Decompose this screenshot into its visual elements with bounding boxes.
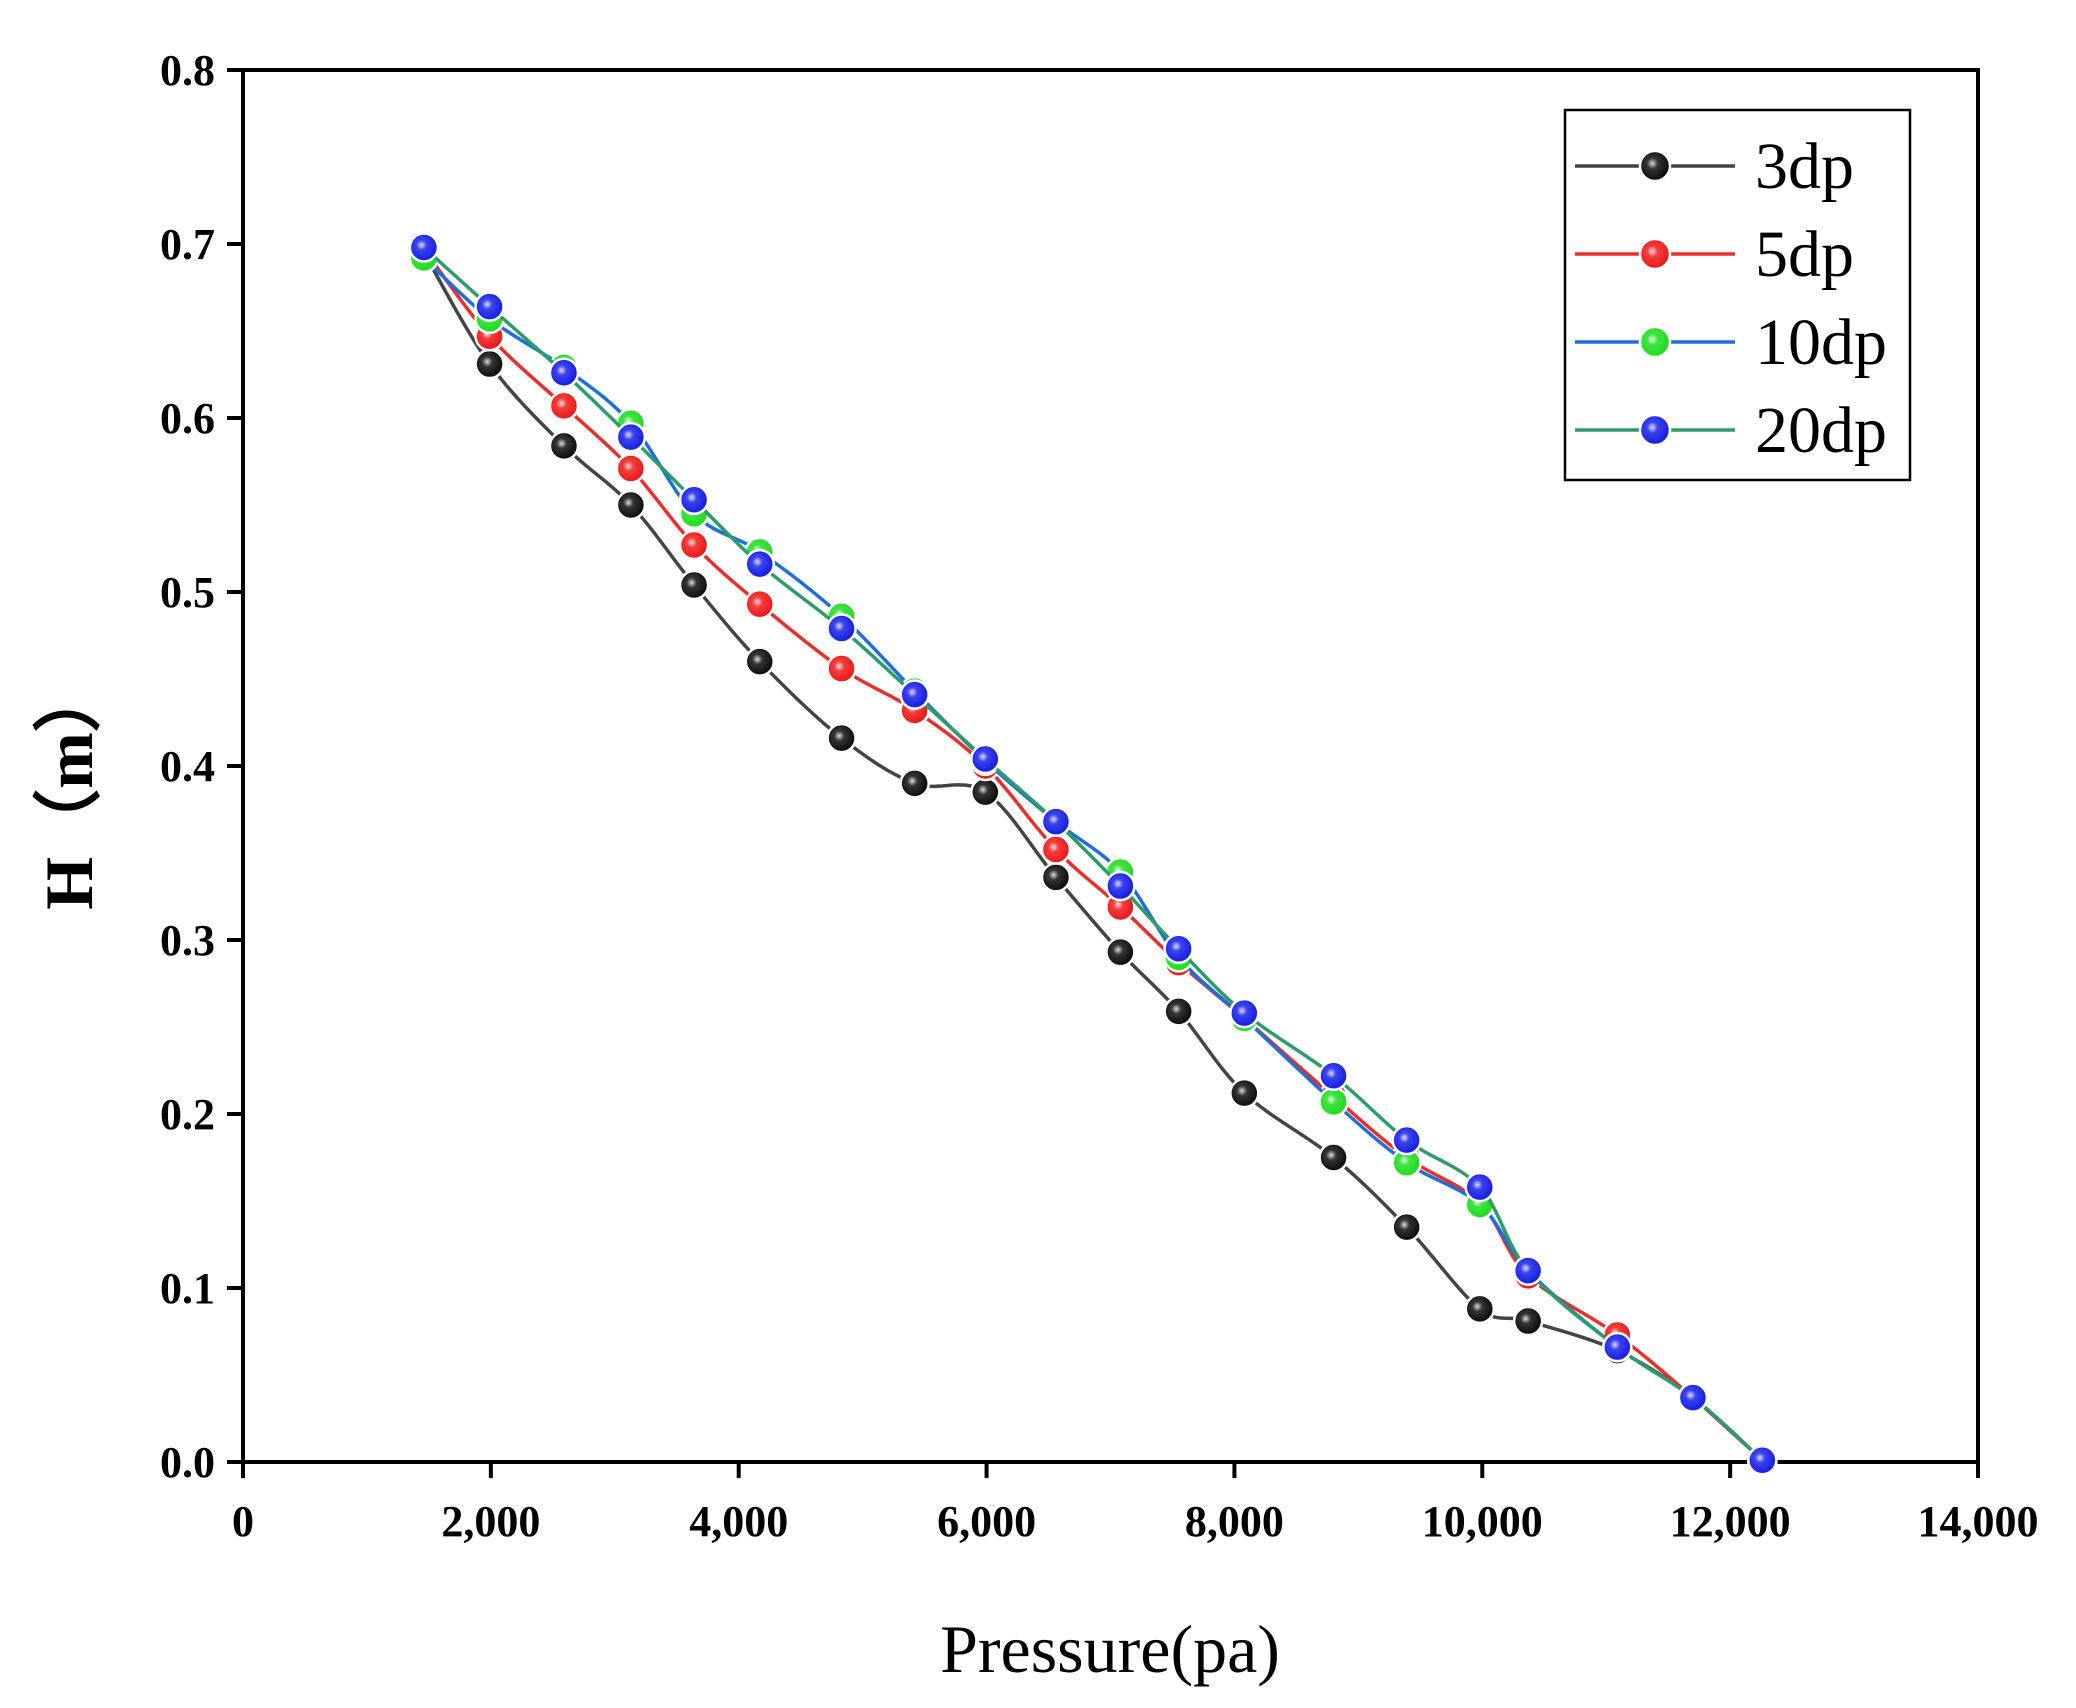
y-tick-label: 0.0 (160, 1438, 215, 1487)
data-point-highlight (1321, 1145, 1346, 1170)
axes: 0 2,000 4,000 6,000 8,000 10,000 12,000 14,000 0… (160, 46, 2039, 1546)
x-tick-label: 2,000 (441, 1497, 540, 1546)
data-point-highlight (1043, 809, 1068, 834)
y-tick-label: 0.1 (160, 1264, 215, 1313)
data-point-highlight (1394, 1150, 1419, 1175)
x-tick-label: 0 (232, 1497, 254, 1546)
data-point-highlight (1516, 1258, 1541, 1283)
data-point-highlight (747, 592, 772, 617)
data-point-highlight (682, 573, 707, 598)
data-point-highlight (1043, 837, 1068, 862)
data-point-highlight (1108, 894, 1133, 919)
data-point-highlight (747, 552, 772, 577)
data-point-highlight (411, 235, 436, 260)
series-layer (408, 232, 1778, 1476)
data-point-highlight (1321, 1063, 1346, 1088)
data-point-highlight (973, 780, 998, 805)
legend-marker-highlight (1642, 153, 1668, 179)
data-point-highlight (1394, 1215, 1419, 1240)
data-point-highlight (1166, 999, 1191, 1024)
legend-label: 3dp (1755, 130, 1854, 203)
x-tick-label: 10,000 (1422, 1497, 1543, 1546)
data-point-highlight (829, 656, 854, 681)
data-point-highlight (829, 726, 854, 751)
data-point-highlight (618, 425, 643, 450)
y-tick-label: 0.4 (160, 742, 215, 791)
data-point-highlight (973, 747, 998, 772)
data-point-highlight (551, 433, 576, 458)
data-point-highlight (747, 649, 772, 674)
x-tick-label: 6,000 (937, 1497, 1036, 1546)
data-point-highlight (618, 456, 643, 481)
x-tick-label: 4,000 (689, 1497, 788, 1546)
data-point-highlight (682, 487, 707, 512)
data-point-highlight (682, 533, 707, 558)
data-point-highlight (1750, 1448, 1775, 1473)
data-point-highlight (1043, 865, 1068, 890)
x-tick-label: 8,000 (1185, 1497, 1284, 1546)
data-point-highlight (1108, 940, 1133, 965)
legend: 3dp 5dp 10dp 20dp (1563, 108, 1912, 482)
legend-item-20dp: 20dp (1575, 394, 1887, 467)
legend-item-5dp: 5dp (1575, 218, 1854, 291)
y-tick-label: 0.3 (160, 916, 215, 965)
data-point-highlight (1166, 936, 1191, 961)
data-point-highlight (551, 393, 576, 418)
legend-marker-highlight (1642, 329, 1668, 355)
data-point-highlight (902, 771, 927, 796)
legend-marker-highlight (1642, 417, 1668, 443)
data-point-highlight (902, 682, 927, 707)
y-axis-title: H（m） (31, 664, 107, 910)
data-point-highlight (1516, 1309, 1541, 1334)
data-point-highlight (1394, 1128, 1419, 1153)
data-point-highlight (1467, 1296, 1492, 1321)
legend-label: 10dp (1755, 306, 1887, 379)
legend-box (1563, 108, 1912, 482)
data-point-highlight (551, 360, 576, 385)
legend-item-10dp: 10dp (1575, 306, 1887, 379)
data-point-highlight (1467, 1175, 1492, 1200)
data-point-highlight (829, 616, 854, 641)
legend-marker-highlight (1642, 241, 1668, 267)
data-point-highlight (1232, 1081, 1257, 1106)
data-point-highlight (1605, 1335, 1630, 1360)
legend-label: 20dp (1755, 394, 1887, 467)
data-point-highlight (477, 294, 502, 319)
data-point-highlight (1232, 1001, 1257, 1026)
y-tick-label: 0.2 (160, 1090, 215, 1139)
data-point-highlight (477, 352, 502, 377)
x-tick-label: 12,000 (1670, 1497, 1791, 1546)
y-tick-label: 0.8 (160, 46, 215, 95)
legend-item-3dp: 3dp (1575, 130, 1854, 203)
data-point-highlight (1321, 1089, 1346, 1114)
y-tick-label: 0.5 (160, 568, 215, 617)
y-tick-label: 0.6 (160, 394, 215, 443)
y-tick-label: 0.7 (160, 220, 215, 269)
data-point-highlight (1108, 874, 1133, 899)
x-axis-title: Pressure(pa) (940, 1611, 1280, 1687)
data-point-highlight (1680, 1385, 1705, 1410)
legend-label: 5dp (1755, 218, 1854, 291)
series-20dp (408, 232, 1778, 1476)
data-point-highlight (618, 493, 643, 517)
x-tick-label: 14,000 (1918, 1497, 2039, 1546)
